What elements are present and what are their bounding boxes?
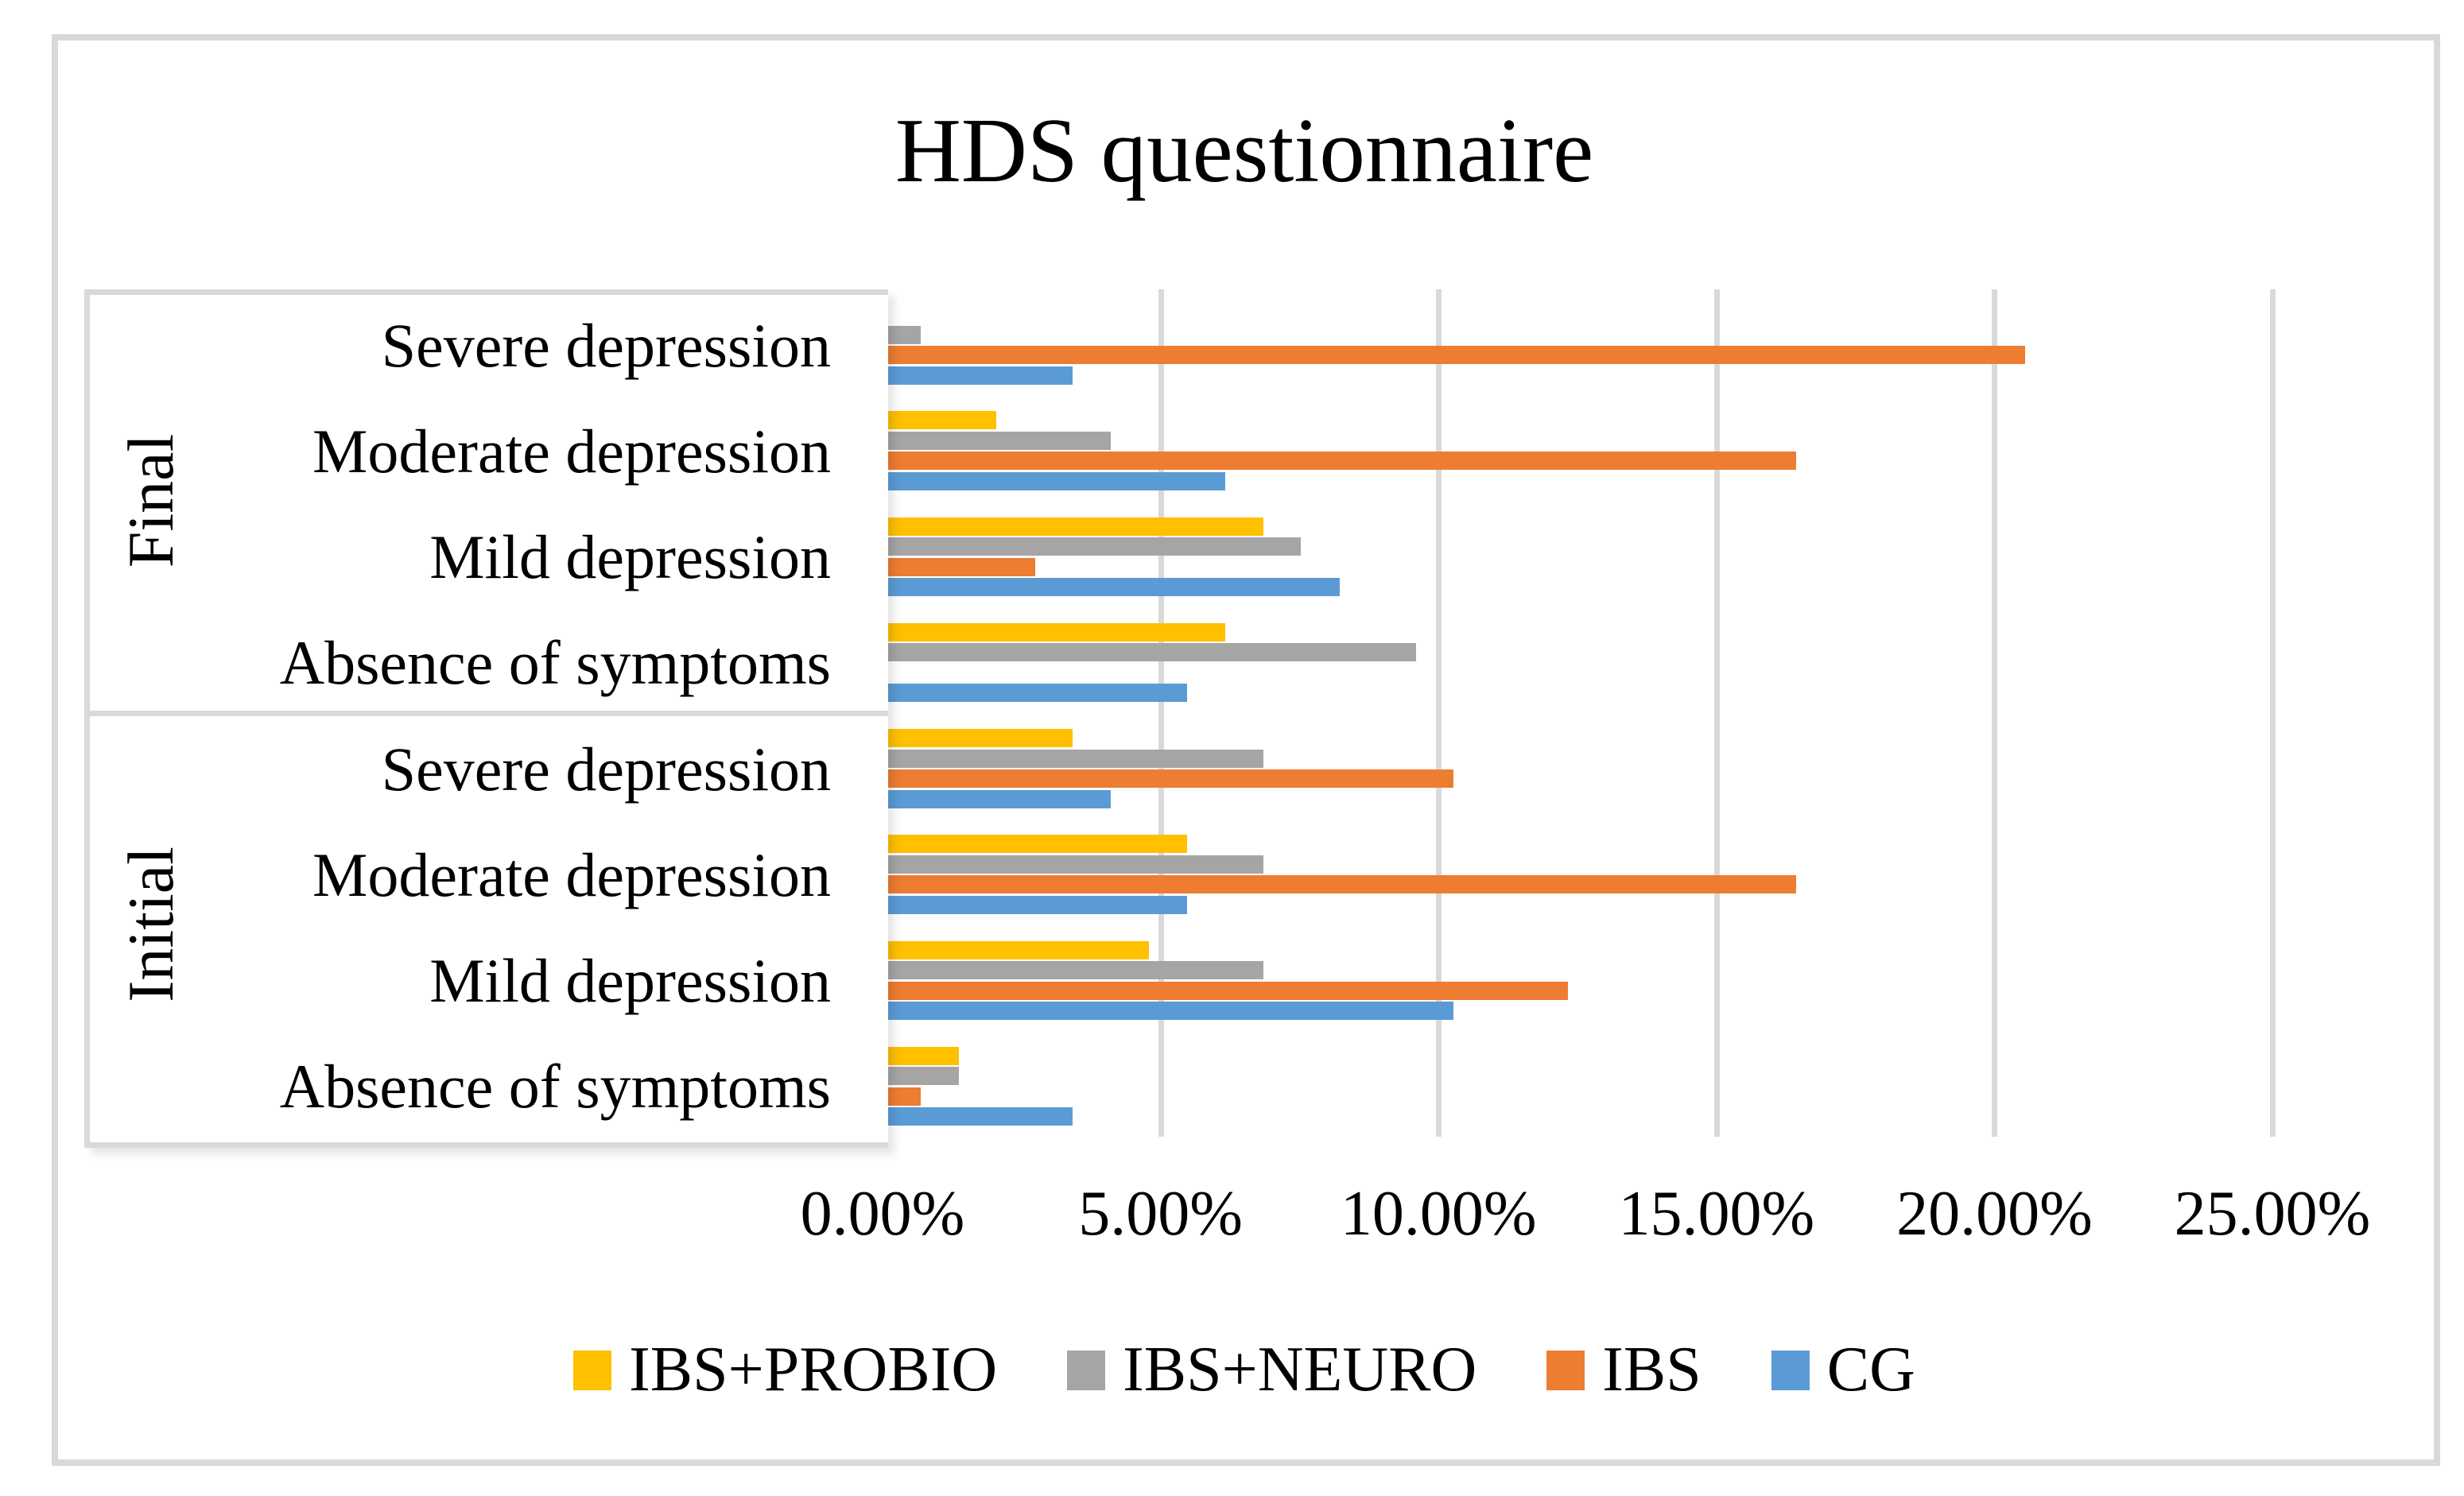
x-tick-label-20.00%: 20.00% xyxy=(1896,1179,2093,1249)
bar-IBS+NEURO-Initial-Severe depression xyxy=(883,749,1263,768)
x-tick-label-10.00%: 10.00% xyxy=(1340,1179,1537,1249)
bar-IBS-Initial-Severe depression xyxy=(883,769,1454,788)
category-label-Initial-Mild depression: Mild depression xyxy=(429,946,831,1015)
bar-IBS-Initial-Absence of symptoms xyxy=(883,1087,921,1106)
bar-CG-Final-Severe depression xyxy=(883,366,1073,385)
legend-entry-CG: CG xyxy=(1771,1334,1915,1406)
bar-CG-Final-Mild depression xyxy=(883,578,1340,596)
gridline-10pct xyxy=(1436,289,1442,1137)
category-label-Final-Mild depression: Mild depression xyxy=(429,522,831,591)
bar-IBS-Initial-Mild depression xyxy=(883,981,1569,1000)
category-label-Final-Severe depression: Severe depression xyxy=(381,310,831,380)
bar-IBS+NEURO-Final-Mild depression xyxy=(883,537,1302,556)
category-axis-box xyxy=(84,289,888,1148)
legend: IBS+PROBIO IBS+NEURO IBS CG xyxy=(52,1334,2437,1406)
bar-IBS+PROBIO-Final-Absence of symptoms xyxy=(883,622,1225,641)
bar-CG-Final-Moderate depression xyxy=(883,471,1225,490)
group-label-final: Final xyxy=(114,433,187,568)
bar-IBS+NEURO-Initial-Mild depression xyxy=(883,961,1263,979)
bar-IBS-Initial-Moderate depression xyxy=(883,875,1797,894)
bar-IBS-Final-Severe depression xyxy=(883,346,2025,364)
gridline-20pct xyxy=(1992,289,1998,1137)
chart-title: HDS questionnaire xyxy=(894,100,1594,201)
bar-IBS+NEURO-Initial-Absence of symptoms xyxy=(883,1067,959,1086)
bar-CG-Final-Absence of symptoms xyxy=(883,684,1188,703)
bar-IBS+NEURO-Initial-Moderate depression xyxy=(883,855,1263,874)
x-tick-label-15.00%: 15.00% xyxy=(1618,1179,1815,1249)
legend-label-IBS: IBS xyxy=(1602,1335,1702,1405)
category-label-Initial-Moderate depression: Moderate depression xyxy=(312,839,831,909)
bar-IBS+NEURO-Final-Severe depression xyxy=(883,325,921,344)
bar-CG-Initial-Mild depression xyxy=(883,1002,1454,1020)
bar-IBS+PROBIO-Final-Moderate depression xyxy=(883,411,997,430)
category-label-Initial-Absence of symptoms: Absence of symptoms xyxy=(279,1052,831,1122)
gridline-15pct xyxy=(1713,289,1720,1137)
group-label-initial: Initial xyxy=(114,847,187,1002)
category-label-Final-Moderate depression: Moderate depression xyxy=(312,416,831,486)
bar-IBS-Final-Moderate depression xyxy=(883,452,1797,471)
bar-CG-Initial-Absence of symptoms xyxy=(883,1107,1073,1126)
legend-label-CG: CG xyxy=(1826,1335,1915,1405)
bar-IBS+PROBIO-Final-Mild depression xyxy=(883,517,1263,536)
legend-marker-CG xyxy=(1771,1350,1810,1390)
legend-entry-IBS: IBS xyxy=(1546,1334,1702,1406)
legend-marker-IBS xyxy=(1546,1350,1585,1390)
bar-IBS+PROBIO-Initial-Absence of symptoms xyxy=(883,1046,959,1065)
category-label-Final-Absence of symptoms: Absence of symptoms xyxy=(279,628,831,698)
bar-CG-Initial-Moderate depression xyxy=(883,895,1188,914)
x-tick-label-0.00%: 0.00% xyxy=(800,1179,965,1249)
legend-label-IBS+NEURO: IBS+NEURO xyxy=(1123,1335,1477,1405)
bar-IBS+PROBIO-Initial-Severe depression xyxy=(883,729,1073,747)
gridline-25pct xyxy=(2270,289,2276,1137)
gridline-5pct xyxy=(1158,289,1164,1137)
bar-IBS+PROBIO-Initial-Moderate depression xyxy=(883,835,1188,854)
bar-IBS+PROBIO-Initial-Mild depression xyxy=(883,940,1149,959)
group-separator-line xyxy=(84,711,888,716)
category-label-Initial-Severe depression: Severe depression xyxy=(381,734,831,804)
bar-IBS+NEURO-Final-Absence of symptoms xyxy=(883,643,1416,662)
legend-marker-IBS+PROBIO xyxy=(573,1350,612,1390)
bar-IBS-Final-Mild depression xyxy=(883,557,1035,576)
legend-marker-IBS+NEURO xyxy=(1067,1350,1106,1390)
legend-entry-IBS+PROBIO: IBS+PROBIO xyxy=(573,1334,997,1406)
legend-label-IBS+PROBIO: IBS+PROBIO xyxy=(629,1335,998,1405)
bar-CG-Initial-Severe depression xyxy=(883,789,1112,808)
bar-IBS+NEURO-Final-Moderate depression xyxy=(883,431,1112,450)
x-tick-label-25.00%: 25.00% xyxy=(2174,1179,2371,1249)
x-tick-label-5.00%: 5.00% xyxy=(1078,1179,1243,1249)
legend-entry-IBS+NEURO: IBS+NEURO xyxy=(1067,1334,1476,1406)
